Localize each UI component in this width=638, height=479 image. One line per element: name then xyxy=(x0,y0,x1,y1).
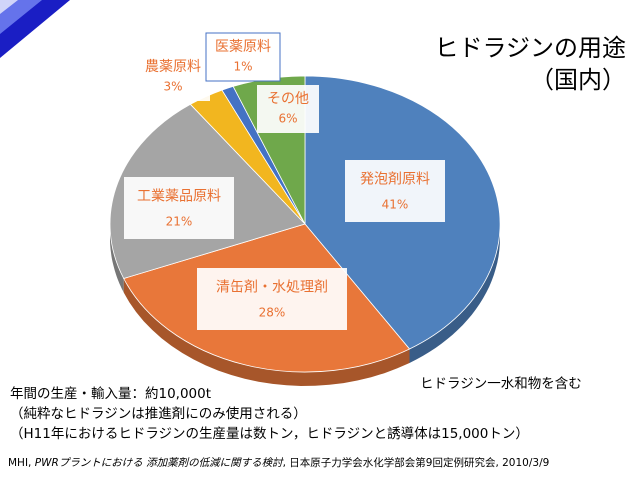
production-note-2: （純粋なヒドラジンは推進剤にのみ使用される） xyxy=(10,406,307,422)
pie-label-4: 医薬原料 1% xyxy=(205,32,281,82)
pie-side-1 xyxy=(123,278,410,386)
pie-label-1: 清缶剤・水処理剤 28% xyxy=(197,268,347,330)
pie-label-value-3: 3% xyxy=(163,79,182,93)
pie-label-value-5: 6% xyxy=(278,111,297,125)
citation-title: PWRプラントにおける 添加薬剤の低減に関する検討 xyxy=(34,457,283,469)
chart-note: ヒドラジン一水和物を含む xyxy=(420,376,582,392)
production-note-3: （H11年におけるヒドラジンの生産量は数トン，ヒドラジンと誘導体は15,000ト… xyxy=(10,426,529,442)
pie-side-2 xyxy=(110,224,124,293)
pie-label-name-3: 農薬原料 xyxy=(145,59,201,75)
pie-label-5: その他 6% xyxy=(257,85,319,133)
pie-label-value-2: 21% xyxy=(166,214,193,228)
chart-title-line2: （国内） xyxy=(530,66,626,94)
citation: MHI, PWRプラントにおける 添加薬剤の低減に関する検討, 日本原子力学会水… xyxy=(8,455,549,470)
production-note-1: 年間の生産・輸入量：約10,000t xyxy=(10,386,212,402)
production-notes: 年間の生産・輸入量：約10,000t （純粋なヒドラジンは推進剤にのみ使用される… xyxy=(10,384,529,444)
citation-suffix: , 日本原子力学会水化学部会第9回定例研究会, 2010/3/9 xyxy=(282,457,550,469)
pie-label-value-1: 28% xyxy=(259,305,286,319)
pie-label-3: 農薬原料 3% xyxy=(136,53,210,101)
pie-label-2: 工業薬品原料 21% xyxy=(124,177,234,239)
pie-label-name-2: 工業薬品原料 xyxy=(137,189,221,205)
pie-label-box-0 xyxy=(345,160,445,222)
pie-label-name-1: 清缶剤・水処理剤 xyxy=(216,280,328,296)
pie-label-name-5: その他 xyxy=(267,91,309,107)
pie-label-value-0: 41% xyxy=(382,197,409,211)
citation-prefix: MHI, xyxy=(8,457,35,469)
pie-label-box-3 xyxy=(136,53,210,101)
pie-label-0: 発泡剤原料 41% xyxy=(345,160,445,222)
pie-label-name-4: 医薬原料 xyxy=(215,39,271,55)
pie-side-0 xyxy=(409,224,500,363)
pie-label-box-5 xyxy=(257,85,319,133)
pie-label-value-4: 1% xyxy=(233,59,252,73)
chart-title: ヒドラジンの用途 （国内） xyxy=(398,32,626,96)
pie-label-box-2 xyxy=(124,177,234,239)
pie-label-name-0: 発泡剤原料 xyxy=(360,172,430,188)
chart-title-line1: ヒドラジンの用途 xyxy=(434,34,626,62)
pie-label-box-4 xyxy=(205,32,281,82)
pie-label-box-1 xyxy=(197,268,347,330)
